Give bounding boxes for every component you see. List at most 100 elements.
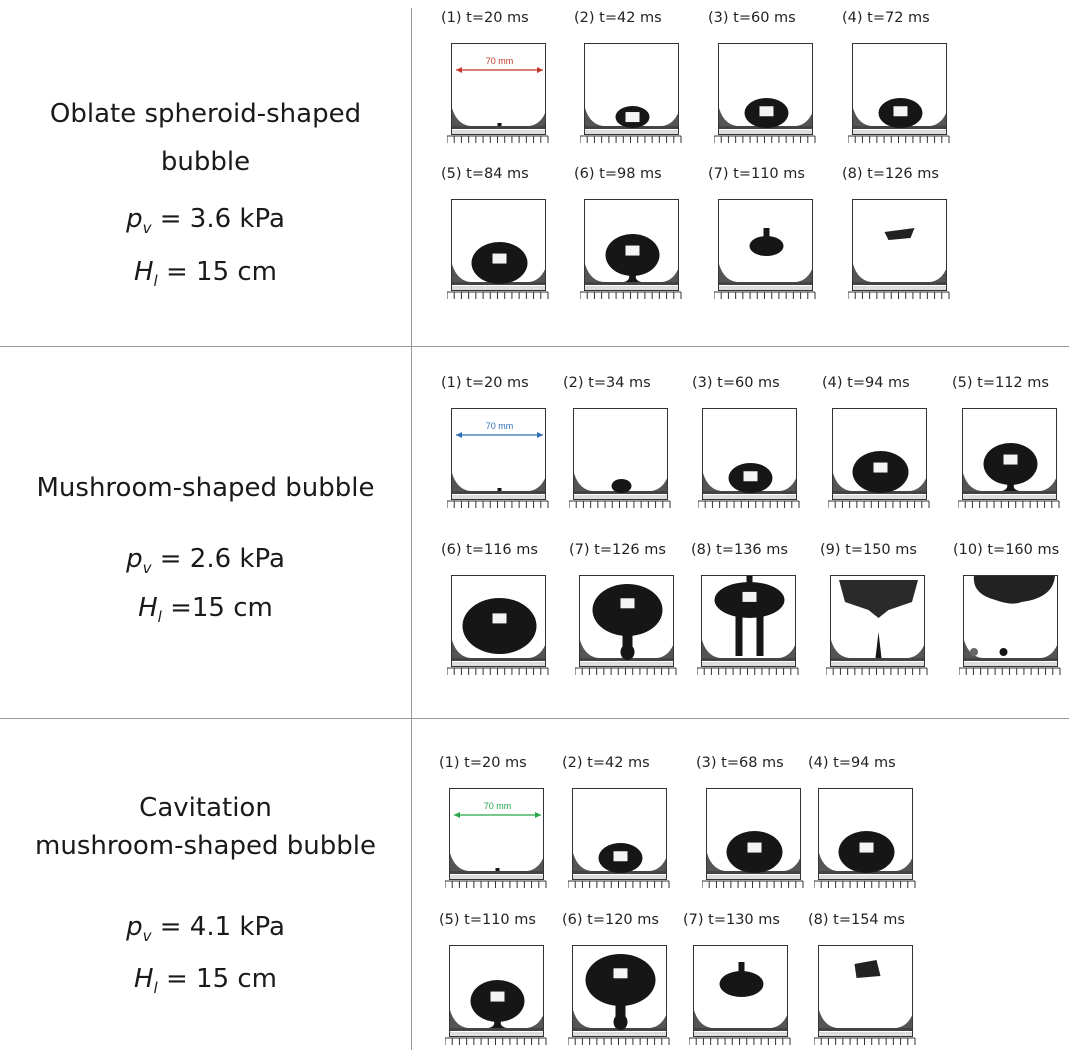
photo-frame: (6) t=98 ms	[574, 166, 682, 301]
bubble-shape	[574, 473, 667, 499]
liquid-height-label: Hl = 15 cm	[0, 254, 411, 299]
column-divider	[411, 8, 412, 1050]
liquid-height-value: = 15 cm	[165, 257, 278, 287]
height-symbol: H	[138, 593, 158, 623]
scale-bar: 70 mm	[456, 421, 543, 438]
ruler	[698, 500, 800, 508]
liquid-height-value: = 15 cm	[165, 964, 278, 994]
pressure-symbol: p	[126, 544, 143, 574]
scale-bar: 70 mm	[456, 56, 543, 73]
photo-image	[818, 945, 913, 1037]
ruler	[575, 667, 677, 675]
photo-frame: (8) t=136 ms	[691, 542, 799, 677]
vapor-pressure-value: = 4.1 kPa	[159, 912, 285, 942]
row-divider-2	[0, 718, 1069, 719]
ruler	[689, 1037, 791, 1045]
ruler	[826, 667, 928, 675]
photo-frame: (2) t=42 ms	[574, 10, 682, 145]
ruler	[702, 880, 804, 888]
frame-caption: (2) t=42 ms	[574, 10, 662, 26]
frame-caption: (1) t=20 ms	[441, 375, 529, 391]
frame-caption: (1) t=20 ms	[441, 10, 529, 26]
photo-frame: (3) t=60 ms	[708, 10, 816, 145]
height-subscript: l	[157, 608, 162, 626]
ruler	[814, 1037, 916, 1045]
photo-frame: (9) t=150 ms	[820, 542, 928, 677]
photo-frame: (6) t=116 ms	[441, 542, 549, 677]
height-symbol: H	[133, 964, 154, 994]
ruler	[714, 135, 816, 143]
frame-caption: (8) t=154 ms	[808, 912, 905, 928]
photo-image	[449, 945, 544, 1037]
bubble-shape	[702, 576, 795, 666]
ruler	[568, 880, 670, 888]
frame-caption: (6) t=98 ms	[574, 166, 662, 182]
bubble-shape	[831, 580, 924, 666]
frame-caption: (2) t=34 ms	[563, 375, 651, 391]
pressure-subscript: v	[142, 559, 152, 577]
photo-image	[852, 199, 947, 291]
ruler	[814, 880, 916, 888]
height-subscript: l	[153, 272, 158, 290]
photo-frame: (1) t=20 ms 70 mm	[441, 10, 549, 145]
photo-image: 70 mm	[451, 408, 546, 500]
bubble-shape	[819, 831, 912, 879]
ruler	[959, 667, 1061, 675]
photo-frame: (1) t=20 ms 70 mm	[441, 375, 549, 510]
bubble-shape	[452, 242, 545, 290]
ruler	[447, 291, 549, 299]
photo-image	[962, 408, 1057, 500]
frame-caption: (9) t=150 ms	[820, 542, 917, 558]
panel-title-line1: Cavitation	[139, 793, 272, 823]
panel-title-line2: mushroom-shaped bubble	[35, 831, 376, 861]
pressure-subscript: v	[142, 219, 152, 237]
bubble-shape	[719, 98, 812, 134]
bubble-shape	[580, 584, 673, 666]
photo-image	[701, 575, 796, 667]
bubble-shape	[833, 451, 926, 499]
photo-frame: (7) t=130 ms	[683, 912, 791, 1047]
panel-title-line1: Mushroom-shaped bubble	[36, 473, 375, 503]
frame-caption: (5) t=112 ms	[952, 375, 1049, 391]
ruler	[447, 135, 549, 143]
liquid-height-value: =15 cm	[170, 593, 273, 623]
frame-caption: (6) t=120 ms	[562, 912, 659, 928]
row-divider-1	[0, 346, 1069, 347]
panel-title-line1: Oblate spheroid-shaped	[49, 99, 362, 129]
photo-image	[832, 408, 927, 500]
bubble-shape	[452, 108, 545, 134]
frame-caption: (7) t=110 ms	[708, 166, 805, 182]
bubble-shape	[963, 443, 1056, 499]
photo-image	[830, 575, 925, 667]
photo-frame: (8) t=154 ms	[808, 912, 916, 1047]
ruler	[848, 291, 950, 299]
frame-caption: (4) t=94 ms	[822, 375, 910, 391]
photo-image	[572, 788, 667, 880]
photo-frame: (3) t=60 ms	[692, 375, 800, 510]
photo-frame: (5) t=112 ms	[952, 375, 1060, 510]
photo-frame: (2) t=42 ms	[562, 755, 670, 890]
ruler	[697, 667, 799, 675]
frame-caption: (4) t=72 ms	[842, 10, 930, 26]
photo-frame: (8) t=126 ms	[842, 166, 950, 301]
photo-image	[706, 788, 801, 880]
bubble-shape	[450, 853, 543, 879]
photo-frame: (10) t=160 ms	[953, 542, 1061, 677]
bubble-shape	[707, 831, 800, 879]
frame-caption: (3) t=68 ms	[696, 755, 784, 771]
photo-frame: (7) t=110 ms	[708, 166, 816, 301]
frame-caption: (5) t=84 ms	[441, 166, 529, 182]
photo-frame: (4) t=94 ms	[822, 375, 930, 510]
ruler	[848, 135, 950, 143]
bubble-shape	[452, 598, 545, 666]
photo-image	[579, 575, 674, 667]
frame-caption: (7) t=130 ms	[683, 912, 780, 928]
bubble-shape	[964, 576, 1057, 666]
frame-caption: (8) t=136 ms	[691, 542, 788, 558]
photo-frame: (5) t=110 ms	[439, 912, 547, 1047]
panel-title-line2: bubble	[160, 147, 251, 177]
ruler	[445, 880, 547, 888]
scale-bar: 70 mm	[454, 801, 541, 818]
liquid-height-label: Hl = 15 cm	[0, 961, 411, 1006]
photo-image	[584, 199, 679, 291]
